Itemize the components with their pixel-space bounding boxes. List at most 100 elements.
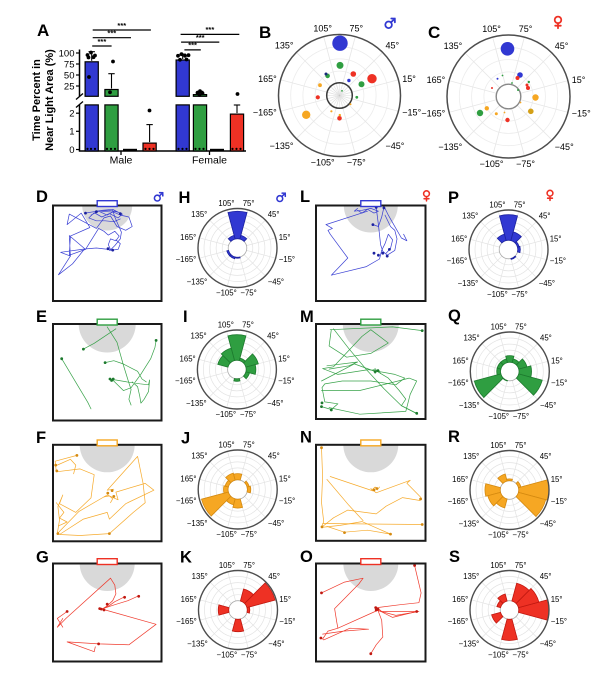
svg-text:−45°: −45° <box>540 520 556 529</box>
svg-text:−135°: −135° <box>186 399 207 408</box>
svg-text:−165°: −165° <box>447 256 468 265</box>
svg-text:135°: 135° <box>191 210 207 219</box>
svg-text:−135°: −135° <box>459 640 480 649</box>
svg-text:15°: 15° <box>551 595 563 604</box>
svg-text:A: A <box>37 21 49 40</box>
svg-text:15°: 15° <box>278 354 290 363</box>
svg-text:75°: 75° <box>519 24 533 34</box>
svg-text:−105°: −105° <box>217 651 238 660</box>
svg-text:100: 100 <box>59 48 75 59</box>
svg-text:−105°: −105° <box>488 651 509 660</box>
svg-text:50: 50 <box>64 70 75 81</box>
svg-text:−105°: −105° <box>488 531 509 540</box>
svg-text:S: S <box>449 548 460 566</box>
svg-text:−45°: −45° <box>540 401 556 410</box>
svg-text:−135°: −135° <box>438 142 462 152</box>
svg-text:75°: 75° <box>514 200 526 209</box>
svg-text:−15°: −15° <box>279 617 295 626</box>
svg-text:J: J <box>181 430 190 448</box>
svg-text:−135°: −135° <box>187 278 208 287</box>
svg-text:D: D <box>36 188 48 206</box>
svg-text:0: 0 <box>69 145 74 156</box>
svg-text:105°: 105° <box>482 24 501 34</box>
svg-text:Q: Q <box>448 307 461 325</box>
svg-text:−15°: −15° <box>551 378 567 387</box>
svg-text:−15°: −15° <box>550 256 566 265</box>
svg-text:15°: 15° <box>550 234 562 243</box>
svg-text:−165°: −165° <box>176 255 197 264</box>
svg-text:135°: 135° <box>463 452 479 461</box>
svg-text:−45°: −45° <box>268 640 284 649</box>
svg-text:***: *** <box>206 25 215 34</box>
svg-text:75°: 75° <box>243 440 255 449</box>
svg-text:N: N <box>300 429 312 447</box>
svg-text:***: *** <box>196 33 205 42</box>
svg-text:−105°: −105° <box>488 412 509 421</box>
svg-text:P: P <box>448 189 459 207</box>
svg-text:−15°: −15° <box>551 617 567 626</box>
svg-text:−75°: −75° <box>241 530 257 539</box>
svg-text:45°: 45° <box>268 451 280 460</box>
svg-text:165°: 165° <box>452 356 468 365</box>
svg-text:15°: 15° <box>551 356 563 365</box>
svg-text:***: *** <box>107 29 116 38</box>
svg-text:75°: 75° <box>243 561 255 570</box>
svg-text:25: 25 <box>64 81 75 92</box>
svg-text:***: *** <box>117 21 126 30</box>
svg-text:−105°: −105° <box>216 289 237 298</box>
svg-text:165°: 165° <box>180 354 196 363</box>
svg-text:−45°: −45° <box>540 640 556 649</box>
svg-text:−165°: −165° <box>448 617 469 626</box>
svg-text:−75°: −75° <box>240 289 256 298</box>
svg-text:75°: 75° <box>349 24 363 34</box>
svg-text:−105°: −105° <box>311 158 335 168</box>
svg-text:−135°: −135° <box>459 401 480 410</box>
svg-text:105°: 105° <box>490 561 506 570</box>
svg-text:105°: 105° <box>491 322 507 331</box>
svg-text:−75°: −75° <box>516 159 535 169</box>
svg-text:−15°: −15° <box>402 108 421 118</box>
svg-text:45°: 45° <box>267 331 279 340</box>
svg-text:B: B <box>259 23 271 42</box>
svg-text:−165°: −165° <box>176 496 197 505</box>
svg-text:45°: 45° <box>540 572 552 581</box>
svg-text:165°: 165° <box>181 595 197 604</box>
svg-text:−165°: −165° <box>421 109 445 119</box>
svg-text:165°: 165° <box>180 233 196 242</box>
svg-text:15°: 15° <box>551 475 563 484</box>
svg-text:135°: 135° <box>192 572 208 581</box>
svg-text:45°: 45° <box>540 452 552 461</box>
svg-text:M: M <box>300 308 314 326</box>
svg-text:L: L <box>300 188 310 206</box>
svg-text:105°: 105° <box>219 561 235 570</box>
svg-text:Near Light Area (%): Near Light Area (%) <box>44 49 56 151</box>
svg-text:165°: 165° <box>452 475 468 484</box>
svg-text:135°: 135° <box>191 331 207 340</box>
svg-text:165°: 165° <box>427 75 446 85</box>
svg-text:75°: 75° <box>515 441 527 450</box>
svg-text:165°: 165° <box>451 234 467 243</box>
svg-text:−45°: −45° <box>539 279 555 288</box>
svg-text:165°: 165° <box>180 474 196 483</box>
svg-text:***: *** <box>98 37 107 46</box>
svg-text:C: C <box>428 23 440 42</box>
svg-text:−15°: −15° <box>572 109 591 119</box>
svg-text:G: G <box>36 549 49 567</box>
svg-text:−135°: −135° <box>459 520 480 529</box>
svg-text:−45°: −45° <box>386 141 405 151</box>
svg-text:R: R <box>448 428 460 446</box>
svg-text:−105°: −105° <box>216 530 237 539</box>
svg-text:105°: 105° <box>490 441 506 450</box>
svg-text:−165°: −165° <box>176 617 197 626</box>
svg-text:−75°: −75° <box>240 410 256 419</box>
svg-text:Female: Female <box>192 155 227 167</box>
svg-text:45°: 45° <box>540 333 552 342</box>
svg-text:135°: 135° <box>463 333 479 342</box>
svg-text:165°: 165° <box>452 595 468 604</box>
svg-text:−75°: −75° <box>513 412 529 421</box>
svg-text:−165°: −165° <box>448 497 469 506</box>
svg-text:H: H <box>179 189 191 207</box>
svg-text:135°: 135° <box>191 451 207 460</box>
svg-text:45°: 45° <box>386 41 400 51</box>
svg-text:−45°: −45° <box>268 519 284 528</box>
